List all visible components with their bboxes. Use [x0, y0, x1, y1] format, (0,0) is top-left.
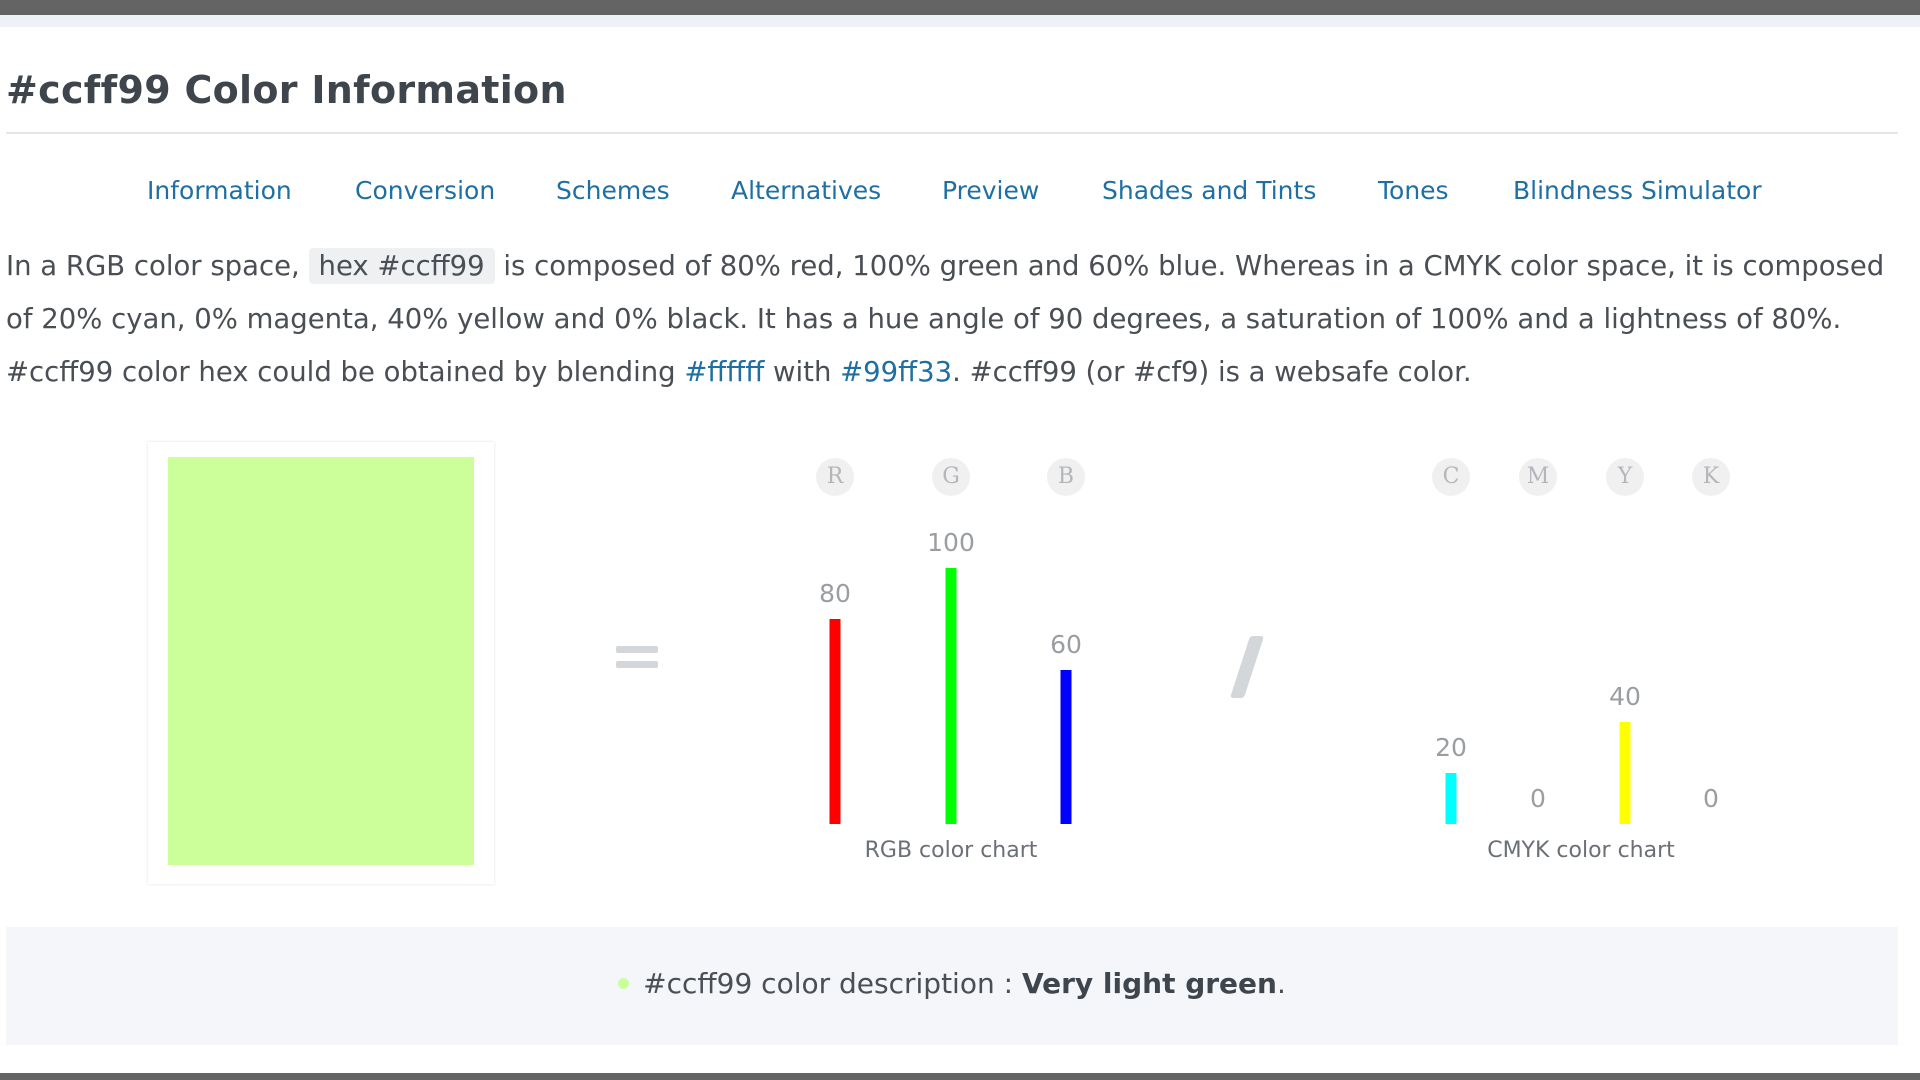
section-tabs: Information Conversion Schemes Alternati…	[0, 176, 1920, 216]
tab-shades-and-tints[interactable]: Shades and Tints	[1102, 176, 1317, 205]
cmyk-chart-bar-c	[1445, 772, 1457, 824]
rgb-chart-bar-b	[1060, 670, 1072, 824]
tab-blindness-simulator[interactable]: Blindness Simulator	[1513, 176, 1762, 205]
color-description: #ccff99 color description : Very light g…	[6, 967, 1898, 1000]
slash-divider	[1229, 636, 1265, 698]
cmyk-chart-value-label-k: 0	[1703, 784, 1719, 813]
description-value: Very light green	[1021, 967, 1277, 1000]
rgb-chart-title: RGB color chart	[864, 838, 1038, 863]
intro-text-3: with	[773, 356, 832, 388]
window-top-bar	[0, 0, 1920, 15]
rgb-chart-tick-g: G	[932, 458, 970, 496]
header-strip	[0, 15, 1920, 27]
cmyk-chart-bar-y	[1619, 721, 1631, 824]
rgb-chart-value-label-b: 60	[1050, 630, 1082, 660]
rgb-chart-bar-g	[945, 568, 957, 824]
cmyk-chart-title: CMYK color chart	[1487, 838, 1675, 863]
tab-schemes[interactable]: Schemes	[556, 176, 670, 205]
tab-preview[interactable]: Preview	[942, 176, 1040, 205]
cmyk-chart-value-label-c: 20	[1435, 732, 1467, 762]
page-title: #ccff99 Color Information	[6, 68, 567, 112]
rgb-chart-tick-r: R	[816, 458, 854, 496]
window-bottom-bar	[0, 1073, 1920, 1080]
cmyk-chart-tick-y: Y	[1606, 458, 1644, 496]
rgb-chart-bar-r	[829, 619, 841, 824]
description-box: #ccff99 color description : Very light g…	[6, 927, 1898, 1045]
blend-color-link-1[interactable]: #ffffff	[684, 356, 765, 388]
color-swatch	[168, 457, 474, 865]
cmyk-chart-tick-c: C	[1432, 458, 1470, 496]
tab-information[interactable]: Information	[147, 176, 292, 205]
rgb-chart-value-label-r: 80	[819, 579, 851, 609]
cmyk-chart-tick-k: K	[1692, 458, 1730, 496]
color-swatch-card	[148, 442, 494, 884]
blend-color-link-2[interactable]: #99ff33	[840, 356, 953, 388]
title-divider	[6, 132, 1898, 134]
cmyk-chart-value-label-y: 40	[1609, 681, 1641, 711]
rgb-chart-value-label-g: 100	[927, 528, 975, 557]
intro-text-2: is composed of 80% red, 100% green and 6…	[6, 250, 1885, 388]
bullet-icon	[618, 977, 630, 989]
tab-tones[interactable]: Tones	[1378, 176, 1449, 205]
rgb-chart-tick-b: B	[1047, 458, 1085, 496]
equals-sign	[616, 646, 658, 676]
intro-paragraph: In a RGB color space, hex #ccff99 is com…	[6, 240, 1886, 399]
tab-alternatives[interactable]: Alternatives	[731, 176, 882, 205]
cmyk-chart-tick-m: M	[1519, 458, 1557, 496]
description-suffix: .	[1276, 967, 1286, 1000]
description-prefix: #ccff99 color description :	[643, 967, 1022, 1000]
intro-text-4: . #ccff99 (or #cf9) is a websafe color.	[952, 356, 1472, 388]
hex-code: hex #ccff99	[308, 248, 495, 284]
cmyk-chart-value-label-m: 0	[1530, 784, 1546, 813]
intro-text-1: In a RGB color space,	[6, 250, 300, 282]
tab-conversion[interactable]: Conversion	[355, 176, 496, 205]
